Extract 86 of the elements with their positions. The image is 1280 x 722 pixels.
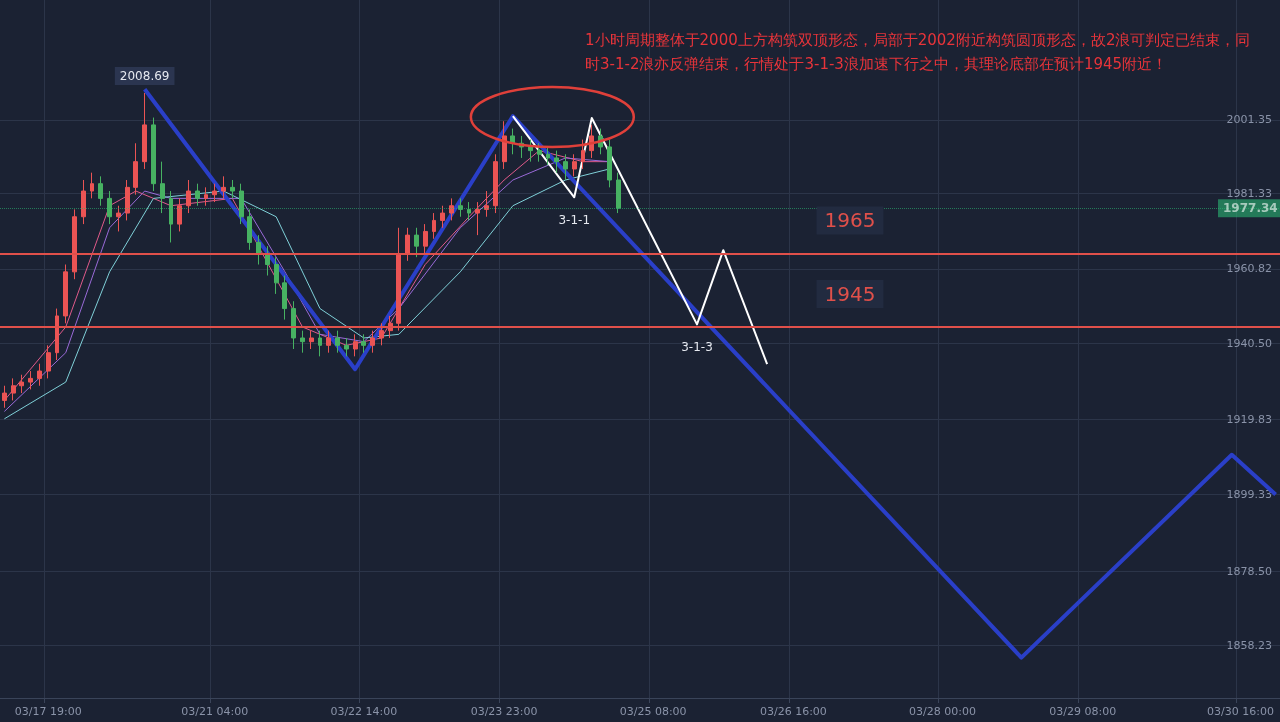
candlestick: [318, 330, 322, 357]
candlestick: [554, 150, 559, 174]
candlestick: [502, 120, 507, 170]
annotation: 3-1-1: [558, 213, 591, 228]
candlestick: [572, 153, 577, 177]
candlestick: [335, 330, 340, 354]
candlestick: [493, 153, 498, 214]
candlestick: [361, 333, 366, 354]
annotation: 2008.69: [119, 68, 170, 83]
candlestick: [63, 264, 68, 324]
x-tick-label: 03/29 08:00: [1049, 705, 1117, 718]
candlestick: [160, 161, 165, 214]
x-tick-label: 03/21 04:00: [181, 705, 249, 718]
candlestick: [169, 190, 173, 243]
candlestick: [204, 186, 208, 207]
candlestick: [546, 146, 550, 166]
candlestick: [616, 172, 621, 214]
ref-line-label: 1945: [824, 281, 876, 306]
candlestick: [151, 117, 156, 192]
candlestick: [177, 197, 182, 232]
candlestick: [2, 385, 7, 409]
candlestick: [440, 205, 445, 229]
candlestick: [344, 337, 349, 357]
candlestick: [19, 374, 24, 394]
candlestick: [239, 183, 244, 225]
candlestick: [212, 183, 217, 203]
candlestick: [370, 330, 375, 354]
ref-line-label: 1965: [824, 208, 876, 233]
x-tick-label: 03/25 08:00: [619, 705, 687, 718]
y-tick-label: 1858.23: [1226, 639, 1272, 653]
annotation: 3-1-3: [681, 340, 713, 355]
candlestick: [98, 175, 103, 207]
candlestick: [467, 201, 471, 221]
candlestick: [256, 234, 261, 266]
candlestick: [133, 142, 138, 196]
candlestick: [432, 212, 436, 240]
candlestick: [247, 208, 252, 251]
candlestick: [475, 201, 480, 236]
candlestick: [282, 275, 287, 321]
candlestick: [195, 183, 200, 207]
y-tick-label: 1878.50: [1226, 564, 1272, 578]
candlestick: [458, 197, 463, 218]
candlestick: [81, 179, 86, 225]
line-series: [511, 115, 769, 366]
y-tick-label: 1960.82: [1226, 262, 1272, 276]
candlestick: [563, 153, 568, 181]
candlestick: [414, 227, 419, 258]
candlestick: [484, 190, 489, 218]
y-tick-label: 1981.33: [1226, 186, 1272, 200]
candlestick: [125, 179, 130, 221]
x-tick-label: 03/28 00:00: [909, 705, 976, 718]
candlestick: [309, 330, 314, 350]
candlestick: [186, 179, 191, 214]
y-tick-label: 1899.33: [1226, 488, 1272, 502]
candlestick: [107, 190, 112, 225]
candlestick: [11, 377, 16, 401]
x-tick-label: 03/26 16:00: [759, 705, 827, 718]
candlestick: [581, 139, 585, 170]
candlestick: [510, 128, 515, 155]
y-tick-label: 1940.50: [1226, 336, 1272, 350]
candlestick: [221, 175, 226, 199]
candlestick: [274, 256, 279, 295]
candlestick: [37, 363, 42, 387]
candlestick: [528, 139, 533, 163]
annotation: 1小时周期整体于2000上方构筑双顶形态，局部于2002附近构筑圆顶形态，故2浪可判定已结束，同时3-1-2浪亦反弹结束，行情处于3-1-3浪加速下行之中，其理论底部在预计1945附近！: [585, 31, 1251, 73]
candlestick: [291, 300, 296, 350]
x-tick-label: 03/30 16:00: [1207, 705, 1274, 718]
candlestick: [116, 205, 121, 232]
candlestick: [46, 344, 51, 379]
candlestick: [142, 92, 147, 170]
x-tick-label: 03/23 23:00: [470, 705, 538, 718]
candlestick: [28, 370, 33, 390]
candlestick: [230, 179, 235, 199]
candlestick: [300, 330, 305, 354]
candlestick: [90, 172, 94, 199]
y-tick-label: 1919.83: [1226, 412, 1272, 426]
candlestick: [353, 333, 358, 357]
line-series: [142, 87, 1278, 660]
candlestick: [449, 197, 454, 221]
candlestick: [537, 142, 542, 163]
x-tick-label: 03/17 19:00: [14, 705, 82, 718]
ref-line-label: 1977.34: [1223, 201, 1278, 216]
candlestick: [607, 139, 612, 188]
candlestick: [326, 330, 331, 354]
y-tick-label: 2001.35: [1226, 113, 1272, 127]
x-tick-label: 03/22 14:00: [330, 705, 398, 718]
